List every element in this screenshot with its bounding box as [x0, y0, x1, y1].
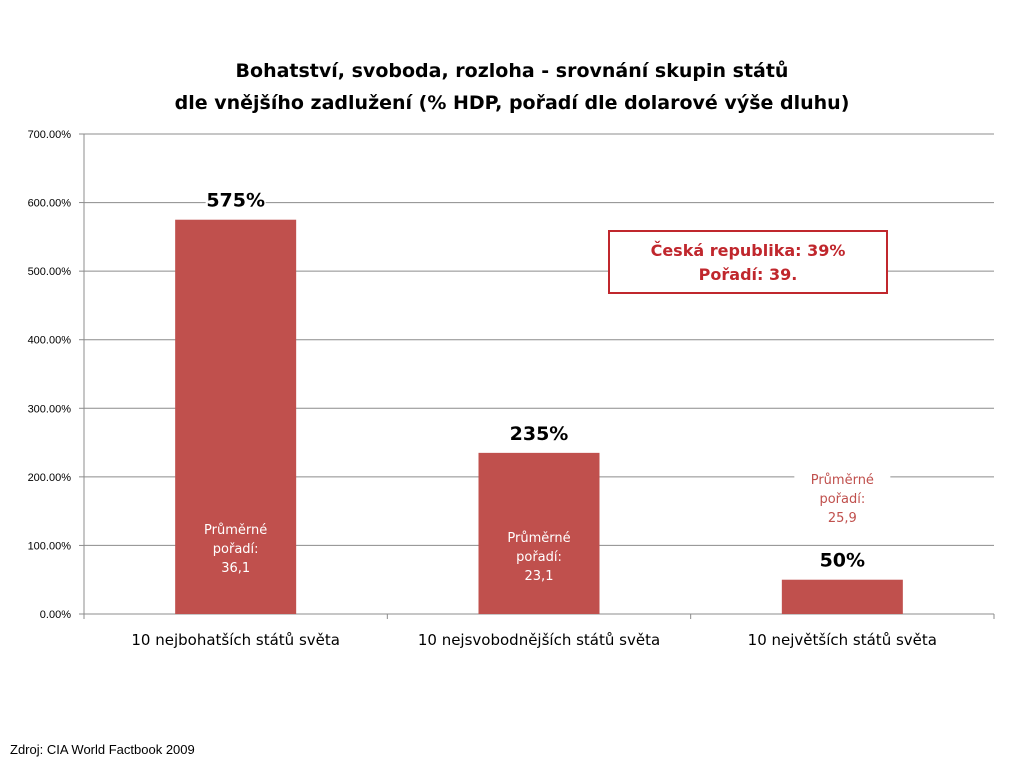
category-label: 10 nejsvobodnějších států světa — [418, 631, 660, 649]
bar — [175, 219, 297, 614]
average-rank-label: Průměrné — [507, 531, 570, 546]
average-rank-label: pořadí: — [213, 542, 259, 557]
data-label: 575% — [206, 190, 265, 212]
bar — [478, 452, 600, 614]
y-tick-label: 600.00% — [28, 198, 72, 210]
chart-subtitle: dle vnějšího zadlužení (% HDP, pořadí dl… — [174, 92, 850, 114]
callout-box: Česká republika: 39% Pořadí: 39. — [608, 230, 888, 294]
source-note: Zdroj: CIA World Factbook 2009 — [10, 742, 195, 757]
average-rank-label: 25,9 — [828, 511, 857, 526]
y-tick-label: 200.00% — [28, 472, 72, 484]
callout-line-2: Pořadí: 39. — [698, 265, 798, 284]
category-label: 10 nejbohatších států světa — [131, 631, 340, 649]
average-rank-label: 36,1 — [221, 561, 250, 576]
average-rank-label: 23,1 — [525, 569, 554, 584]
average-rank-label: pořadí: — [516, 550, 562, 565]
y-tick-label: 100.00% — [28, 540, 72, 552]
y-tick-label: 700.00% — [28, 129, 72, 141]
data-label-bg — [509, 419, 569, 446]
y-tick-label: 0.00% — [40, 609, 71, 621]
y-tick-label: 300.00% — [28, 403, 72, 415]
average-rank-label: Průměrné — [811, 473, 874, 488]
average-rank-label: pořadí: — [819, 492, 865, 507]
category-label: 10 největších států světa — [748, 631, 937, 649]
callout-line-1: Česká republika: 39% — [650, 241, 846, 260]
chart-title: Bohatství, svoboda, rozloha - srovnání s… — [235, 60, 789, 82]
data-label-bg — [812, 546, 873, 573]
data-label: 235% — [510, 423, 569, 445]
bar — [781, 579, 903, 614]
data-label-bg — [205, 186, 266, 213]
data-label: 50% — [820, 550, 865, 572]
average-rank-label: Průměrné — [204, 523, 267, 538]
annotation-bg — [794, 468, 891, 530]
y-tick-label: 400.00% — [28, 335, 72, 347]
y-tick-label: 500.00% — [28, 266, 72, 278]
